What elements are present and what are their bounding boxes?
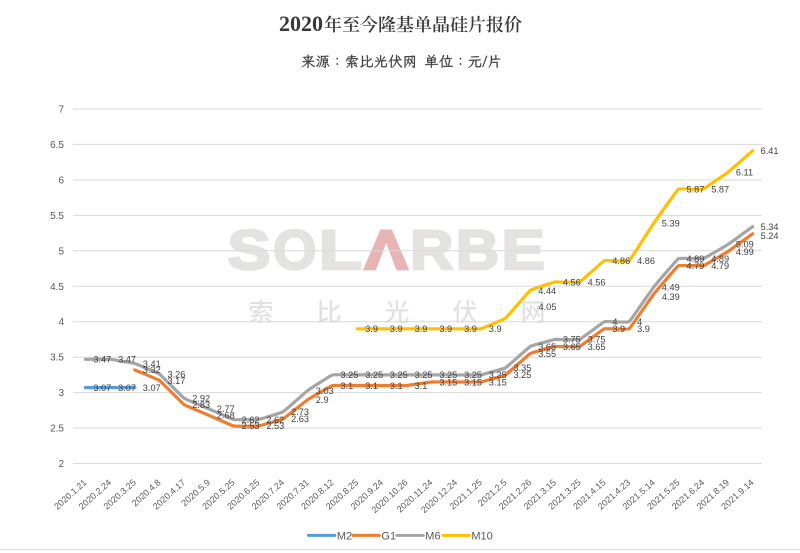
svg-text:5.34: 5.34 [761, 222, 779, 232]
svg-text:3.07: 3.07 [143, 383, 161, 393]
svg-text:3.65: 3.65 [588, 342, 606, 352]
svg-text:2.5: 2.5 [50, 424, 64, 435]
svg-text:5.39: 5.39 [662, 218, 680, 228]
svg-text:2.9: 2.9 [316, 395, 329, 405]
svg-text:5.09: 5.09 [736, 240, 754, 250]
svg-text:6.41: 6.41 [761, 146, 779, 156]
svg-text:M10: M10 [471, 530, 492, 542]
svg-text:5: 5 [58, 246, 64, 257]
svg-text:4: 4 [612, 317, 617, 327]
svg-text:2.77: 2.77 [217, 404, 235, 414]
svg-text:2.62: 2.62 [266, 415, 284, 425]
svg-text:4.89: 4.89 [711, 254, 729, 264]
svg-text:3.25: 3.25 [514, 370, 532, 380]
svg-text:2.73: 2.73 [291, 407, 309, 417]
svg-text:3.25: 3.25 [439, 370, 457, 380]
svg-text:3.15: 3.15 [439, 377, 457, 387]
svg-text:3.9: 3.9 [439, 324, 452, 334]
svg-text:2: 2 [58, 459, 64, 470]
svg-text:4.86: 4.86 [612, 256, 630, 266]
svg-text:3.1: 3.1 [390, 381, 403, 391]
svg-text:S: S [228, 218, 271, 281]
svg-text:3.9: 3.9 [365, 324, 378, 334]
svg-text:4.05: 4.05 [539, 302, 557, 312]
svg-text:4.99: 4.99 [736, 247, 754, 257]
svg-text:3.9: 3.9 [390, 324, 403, 334]
svg-text:E: E [502, 218, 545, 281]
svg-text:3.25: 3.25 [489, 370, 507, 380]
svg-text:3.25: 3.25 [365, 370, 383, 380]
svg-text:3.9: 3.9 [489, 324, 502, 334]
svg-text:M6: M6 [425, 530, 440, 542]
svg-text:3.25: 3.25 [464, 370, 482, 380]
svg-text:4.86: 4.86 [637, 256, 655, 266]
svg-text:5.24: 5.24 [761, 231, 779, 241]
svg-text:G1: G1 [381, 530, 396, 542]
svg-text:2.68: 2.68 [217, 411, 235, 421]
svg-text:3.9: 3.9 [637, 324, 650, 334]
svg-text:4: 4 [58, 317, 64, 328]
svg-text:4.56: 4.56 [563, 277, 581, 287]
svg-text:7: 7 [58, 105, 64, 116]
svg-text:M2: M2 [337, 530, 352, 542]
svg-text:3: 3 [58, 388, 64, 399]
svg-text:3.15: 3.15 [464, 377, 482, 387]
svg-text:4.44: 4.44 [538, 286, 556, 296]
svg-text:L: L [319, 218, 362, 281]
svg-text:3.25: 3.25 [415, 370, 433, 380]
svg-text:3.75: 3.75 [563, 335, 581, 345]
svg-text:R: R [410, 218, 453, 281]
svg-text:2.53: 2.53 [242, 421, 260, 431]
svg-text:3.03: 3.03 [316, 386, 334, 396]
svg-text:O: O [273, 218, 316, 281]
svg-text:3.1: 3.1 [365, 381, 378, 391]
svg-text:3.26: 3.26 [168, 370, 186, 380]
svg-text:4.56: 4.56 [588, 277, 606, 287]
svg-text:4.5: 4.5 [50, 282, 64, 293]
svg-text:3.32: 3.32 [143, 365, 161, 375]
svg-text:2020: 2020 [279, 11, 323, 36]
svg-text:3.07: 3.07 [118, 383, 136, 393]
svg-text:3.9: 3.9 [415, 324, 428, 334]
svg-text:3.25: 3.25 [341, 370, 359, 380]
svg-text:3.9: 3.9 [612, 324, 625, 334]
svg-text:3.65: 3.65 [538, 342, 556, 352]
svg-text:3.75: 3.75 [588, 335, 606, 345]
svg-text:6: 6 [58, 175, 64, 186]
svg-text:4.89: 4.89 [687, 254, 705, 264]
svg-text:2.53: 2.53 [266, 421, 284, 431]
svg-text:3.07: 3.07 [93, 383, 111, 393]
svg-text:4.39: 4.39 [662, 292, 680, 302]
svg-text:2.92: 2.92 [192, 394, 210, 404]
svg-text:5.87: 5.87 [687, 184, 705, 194]
svg-text:B: B [456, 218, 499, 281]
svg-text:3.35: 3.35 [514, 363, 532, 373]
svg-text:Λ: Λ [365, 218, 408, 281]
svg-text:3.15: 3.15 [489, 377, 507, 387]
svg-text:3.65: 3.65 [563, 342, 581, 352]
svg-text:3.47: 3.47 [93, 355, 111, 365]
svg-text:4.79: 4.79 [711, 261, 729, 271]
svg-text:2.62: 2.62 [242, 415, 260, 425]
svg-text:3.41: 3.41 [143, 359, 161, 369]
svg-text:6.11: 6.11 [736, 167, 753, 177]
svg-text:4: 4 [637, 317, 642, 327]
svg-text:2.63: 2.63 [291, 414, 309, 424]
svg-text:6.5: 6.5 [50, 140, 64, 151]
svg-text:3.1: 3.1 [341, 381, 354, 391]
svg-text:5.87: 5.87 [711, 184, 729, 194]
svg-text:4.49: 4.49 [662, 282, 680, 292]
svg-text:3.9: 3.9 [464, 324, 477, 334]
svg-text:3.1: 3.1 [415, 381, 428, 391]
svg-text:4.79: 4.79 [687, 261, 705, 271]
svg-text:3.25: 3.25 [390, 370, 408, 380]
svg-text:3.55: 3.55 [538, 349, 556, 359]
svg-text:3.17: 3.17 [168, 376, 186, 386]
svg-text:3.5: 3.5 [50, 353, 64, 364]
svg-text:3.47: 3.47 [118, 355, 136, 365]
svg-text:2.83: 2.83 [192, 400, 210, 410]
svg-text:5.5: 5.5 [50, 211, 64, 222]
